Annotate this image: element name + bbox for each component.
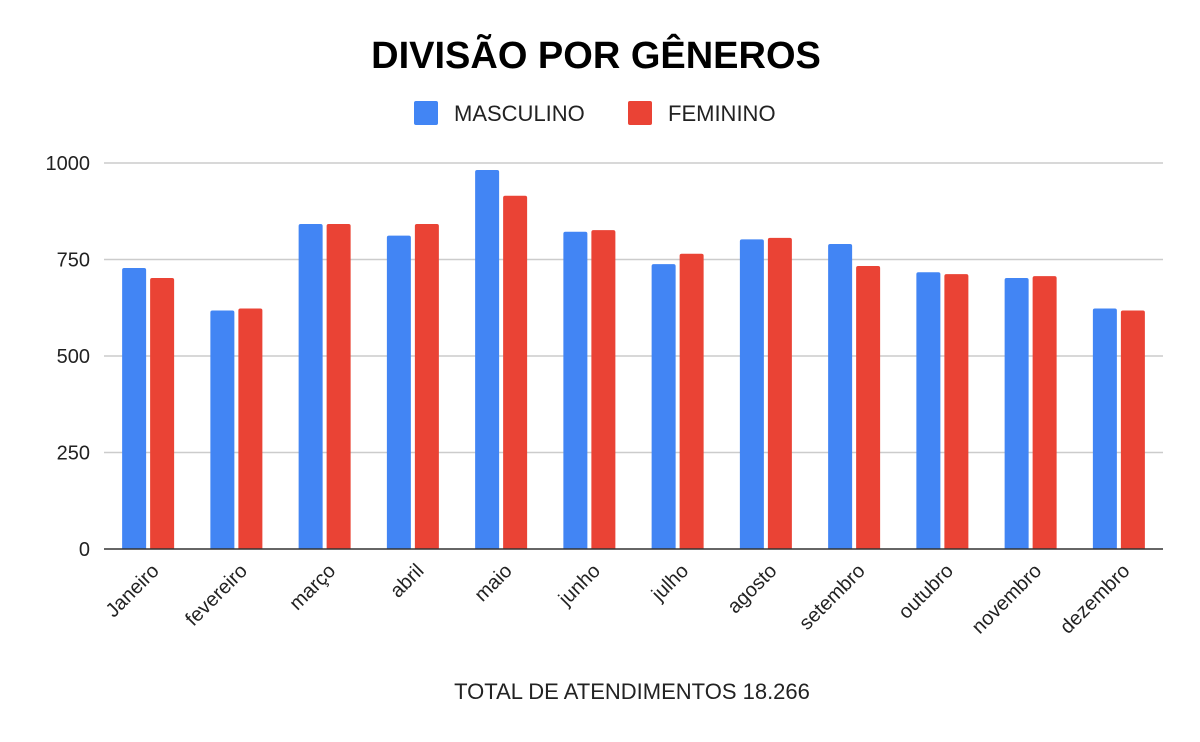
legend-swatch-feminino bbox=[628, 101, 652, 125]
chart-title: DIVISÃO POR GÊNEROS bbox=[371, 33, 821, 77]
x-tick-label-marco: março bbox=[285, 560, 340, 615]
bar-masculino-abril bbox=[386, 235, 411, 549]
bars bbox=[104, 169, 1163, 550]
legend-label-masculino: MASCULINO bbox=[454, 101, 585, 126]
bar-masculino-novembro bbox=[1004, 278, 1029, 549]
bar-feminino-dezembro bbox=[1120, 310, 1145, 549]
x-tick-label-dezembro: dezembro bbox=[1056, 560, 1134, 638]
bar-masculino-dezembro bbox=[1092, 308, 1117, 549]
bar-feminino-maio bbox=[503, 195, 528, 549]
bar-masculino-maio bbox=[475, 169, 500, 549]
bar-masculino-julho bbox=[651, 264, 676, 549]
x-tick-label-fevereiro: fevereiro bbox=[181, 560, 252, 631]
y-tick-label: 500 bbox=[57, 346, 90, 368]
bar-feminino-janeiro bbox=[150, 278, 175, 549]
bar-feminino-setembro bbox=[856, 266, 881, 549]
x-tick-label-julho: julho bbox=[647, 560, 693, 606]
x-tick-label-novembro: novembro bbox=[968, 560, 1046, 638]
x-tick-label-setembro: setembro bbox=[795, 560, 870, 635]
y-tick-label: 250 bbox=[57, 443, 90, 465]
y-tick-label: 0 bbox=[79, 539, 90, 561]
bar-masculino-janeiro bbox=[122, 267, 147, 549]
x-axis-ticks: Janeiro fevereiro março abril maio junho julho… bbox=[102, 560, 1135, 638]
x-tick-label-abril: abril bbox=[386, 560, 428, 602]
x-tick-label-agosto: agosto bbox=[723, 560, 781, 618]
bar-feminino-novembro bbox=[1032, 276, 1057, 549]
x-tick-label-junho: junho bbox=[554, 560, 605, 611]
bar-masculino-agosto bbox=[739, 239, 764, 550]
bar-feminino-agosto bbox=[767, 237, 792, 549]
bar-masculino-outubro bbox=[916, 272, 941, 549]
bar-feminino-julho bbox=[679, 253, 704, 549]
bar-masculino-junho bbox=[563, 231, 588, 549]
y-tick-label: 750 bbox=[57, 250, 90, 272]
bar-feminino-fevereiro bbox=[238, 308, 263, 549]
bar-masculino-setembro bbox=[828, 244, 853, 549]
legend-swatch-masculino bbox=[414, 101, 438, 125]
x-tick-label-outubro: outubro bbox=[894, 560, 958, 624]
gridlines bbox=[104, 162, 1163, 454]
bar-feminino-junho bbox=[591, 230, 616, 549]
legend: MASCULINO FEMININO bbox=[414, 101, 776, 126]
bar-feminino-marco bbox=[326, 223, 351, 549]
x-tick-label-janeiro: Janeiro bbox=[102, 560, 164, 622]
bar-feminino-outubro bbox=[944, 274, 969, 549]
bar-masculino-fevereiro bbox=[210, 310, 235, 549]
x-tick-label-maio: maio bbox=[470, 560, 516, 606]
y-axis-ticks: 0 250 500 750 1000 bbox=[46, 153, 91, 561]
legend-label-feminino: FEMININO bbox=[668, 101, 776, 126]
bar-feminino-abril bbox=[414, 223, 439, 549]
x-axis-title: TOTAL DE ATENDIMENTOS 18.266 bbox=[454, 679, 810, 704]
bar-masculino-marco bbox=[298, 223, 323, 549]
y-tick-label: 1000 bbox=[46, 153, 91, 175]
